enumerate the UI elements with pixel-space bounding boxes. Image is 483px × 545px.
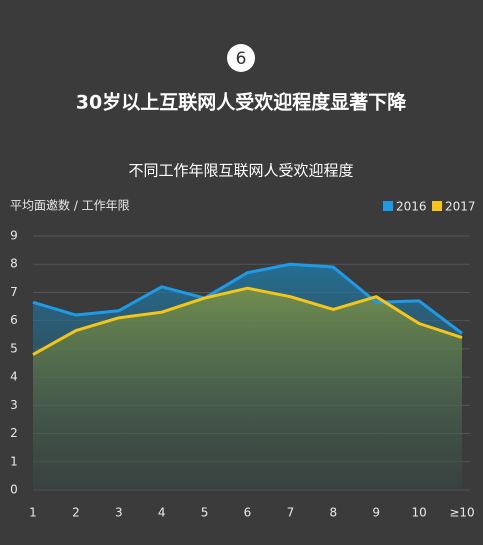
x-tick-label: 2 bbox=[72, 506, 80, 520]
legend-label: 2016 bbox=[396, 200, 427, 214]
x-tick-label: 4 bbox=[158, 506, 166, 520]
legend-swatch bbox=[432, 201, 442, 211]
x-tick-label: 9 bbox=[372, 506, 380, 520]
x-tick-label: 6 bbox=[244, 506, 252, 520]
x-tick-label: 7 bbox=[287, 506, 295, 520]
line bbox=[32, 262, 463, 335]
x-tick-label: ≥10 bbox=[449, 506, 474, 520]
y-tick-label: 9 bbox=[10, 229, 18, 243]
area bbox=[33, 288, 462, 490]
x-tick-label: 3 bbox=[115, 506, 123, 520]
x-tick-label: 5 bbox=[201, 506, 209, 520]
chart-title: 30岁以上互联网人受欢迎程度显著下降 bbox=[76, 91, 407, 114]
x-tick-label: 1 bbox=[29, 506, 37, 520]
y-axis-label: 平均面邀数 / 工作年限 bbox=[10, 198, 130, 213]
y-tick-label: 3 bbox=[10, 398, 18, 412]
y-tick-label: 8 bbox=[10, 257, 18, 271]
y-tick-label: 4 bbox=[10, 370, 18, 384]
x-tick-label: 8 bbox=[329, 506, 337, 520]
y-tick-label: 5 bbox=[10, 341, 18, 355]
y-tick-label: 0 bbox=[10, 483, 18, 497]
y-tick-label: 1 bbox=[10, 454, 18, 468]
chart-subtitle: 不同工作年限互联网人受欢迎程度 bbox=[128, 162, 353, 180]
y-tick-label: 6 bbox=[10, 313, 18, 327]
legend-label: 2017 bbox=[445, 200, 476, 214]
badge: 6 bbox=[236, 49, 247, 69]
line bbox=[32, 286, 463, 356]
y-tick-label: 7 bbox=[10, 285, 18, 299]
badge-circle bbox=[227, 44, 255, 72]
legend-swatch bbox=[383, 201, 393, 211]
x-tick-label: 10 bbox=[411, 506, 426, 520]
y-tick-label: 2 bbox=[10, 426, 18, 440]
